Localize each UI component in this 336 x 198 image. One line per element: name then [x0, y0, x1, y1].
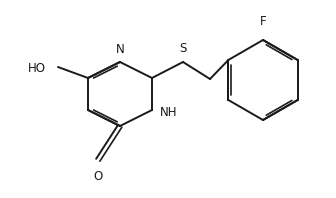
Text: O: O	[93, 170, 102, 183]
Text: S: S	[179, 42, 187, 55]
Text: HO: HO	[28, 62, 46, 74]
Text: F: F	[260, 15, 266, 28]
Text: NH: NH	[160, 106, 177, 118]
Text: N: N	[116, 43, 124, 56]
